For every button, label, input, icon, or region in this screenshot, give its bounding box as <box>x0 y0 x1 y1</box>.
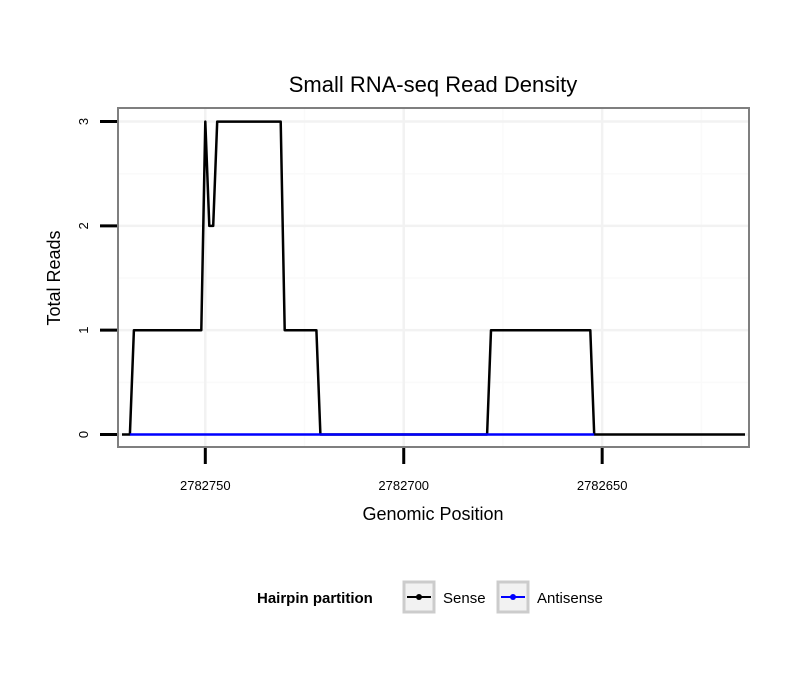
legend-label-sense: Sense <box>443 590 486 607</box>
x-axis: 2782750 2782700 2782650 <box>180 448 627 493</box>
legend-key-antisense-point <box>510 594 516 600</box>
y-tick-label: 1 <box>76 327 91 334</box>
x-axis-label: Genomic Position <box>362 504 503 524</box>
series-layer <box>122 120 745 436</box>
chart-title: Small RNA-seq Read Density <box>289 72 578 97</box>
y-axis: 0 1 2 3 <box>76 118 117 438</box>
y-tick-label: 0 <box>76 431 91 438</box>
series-line-sense <box>122 120 745 436</box>
plot-panel-border <box>117 107 750 448</box>
legend-title: Hairpin partition <box>257 590 373 607</box>
legend-label-antisense: Antisense <box>537 590 603 607</box>
x-tick-label: 2782700 <box>378 478 429 493</box>
x-tick-label: 2782750 <box>180 478 231 493</box>
y-tick-label: 2 <box>76 222 91 229</box>
y-tick-label: 3 <box>76 118 91 125</box>
legend-item-sense: Sense <box>402 580 486 614</box>
legend-key-sense-point <box>416 594 422 600</box>
x-tick-label: 2782650 <box>577 478 628 493</box>
legend-item-antisense: Antisense <box>496 580 603 614</box>
legend: Hairpin partition Sense Antisense <box>257 580 603 614</box>
y-axis-label: Total Reads <box>44 230 64 325</box>
grid-lines <box>118 108 749 447</box>
